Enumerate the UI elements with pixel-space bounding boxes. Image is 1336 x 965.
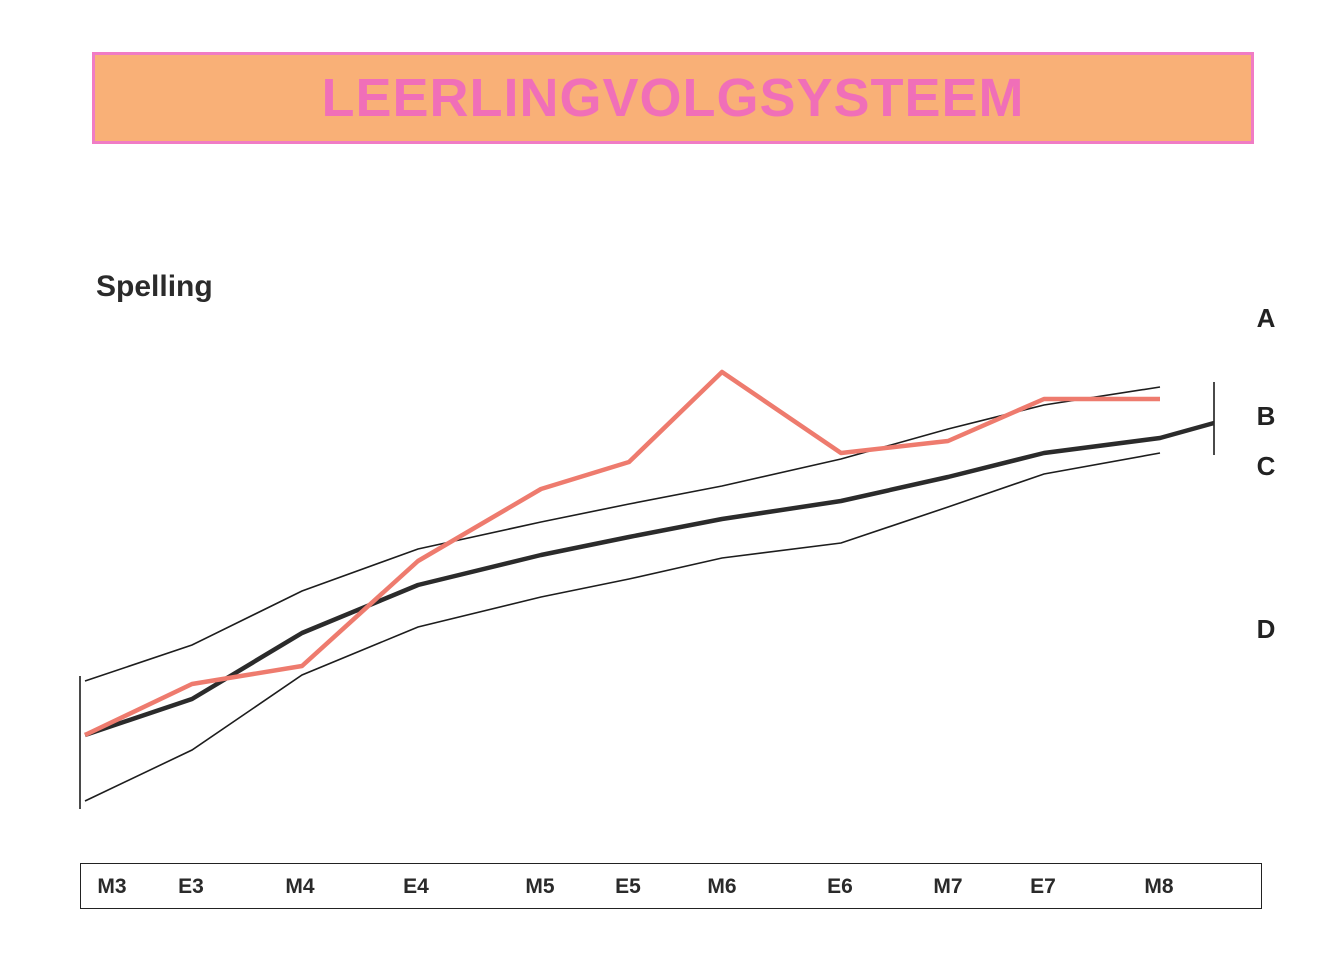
- upper-band-line: [84, 386, 1161, 682]
- level-label-d: D: [1257, 614, 1276, 644]
- lower-band-line: [84, 452, 1161, 802]
- level-label-a: A: [1257, 303, 1276, 333]
- x-tick-m8: M8: [1144, 875, 1173, 898]
- level-label-b: B: [1257, 401, 1276, 431]
- x-tick-e3: E3: [178, 875, 204, 898]
- level-label-c: C: [1257, 451, 1276, 481]
- subject-label: Spelling: [96, 270, 213, 303]
- x-tick-labels: M3 E3 M4 E4 M5 E5 M6 E6 M7 E7 M8: [97, 875, 1173, 898]
- x-tick-m5: M5: [525, 875, 554, 898]
- x-tick-m3: M3: [97, 875, 126, 898]
- x-tick-m4: M4: [285, 875, 314, 898]
- band-lines: [79, 382, 1215, 809]
- page-title: LEERLINGVOLGSYSTEEM: [321, 68, 1025, 128]
- x-axis-box: [80, 863, 1262, 909]
- x-tick-e4: E4: [403, 875, 429, 898]
- norm-line: [84, 420, 1215, 738]
- title-banner: LEERLINGVOLGSYSTEEM: [92, 52, 1254, 144]
- student-line: [84, 369, 1160, 738]
- x-tick-m7: M7: [933, 875, 962, 898]
- series-lines: [84, 369, 1215, 738]
- x-tick-e5: E5: [615, 875, 641, 898]
- x-tick-m6: M6: [707, 875, 736, 898]
- x-tick-e7: E7: [1030, 875, 1056, 898]
- x-tick-e6: E6: [827, 875, 853, 898]
- level-labels: A BC D: [1257, 303, 1276, 644]
